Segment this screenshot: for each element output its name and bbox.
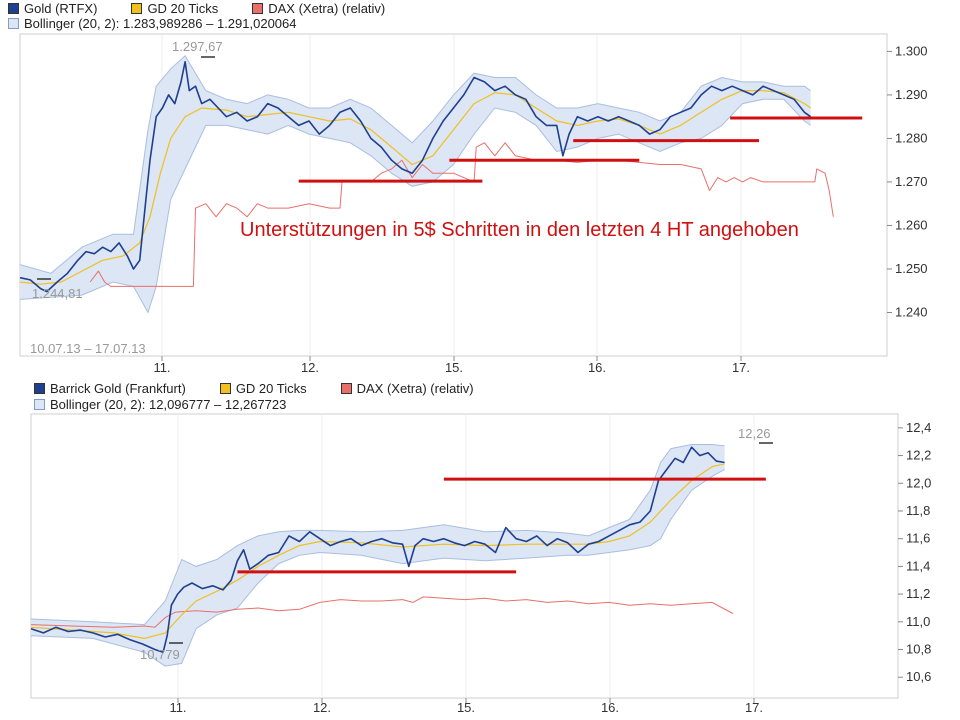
dax-series-line (89, 142, 834, 287)
legend-item: GD 20 Ticks (131, 1, 218, 16)
y-tick-label: 12,2 (906, 448, 931, 463)
x-tick-label: 11. (169, 700, 186, 715)
legend-swatch (34, 399, 45, 410)
y-tick-label: 1.300 (895, 43, 928, 58)
x-tick-label: 12. (313, 700, 331, 715)
legend-label: Gold (RTFX) (24, 1, 98, 16)
min-value-label: 1.244,81 (32, 286, 83, 301)
x-tick-label: 11. (153, 360, 170, 375)
legend-swatch (340, 383, 352, 394)
legend-label: DAX (Xetra) (relativ) (356, 381, 474, 396)
x-tick-label: 17. (745, 700, 763, 715)
bottom-legend-row-1: Barrick Gold (Frankfurt) GD 20 Ticks DAX… (34, 381, 508, 396)
y-tick-label: 1.290 (895, 87, 928, 102)
y-tick-label: 11,0 (906, 614, 930, 629)
bollinger-label: Bollinger (20, 2): 12,096777 – 12,267723 (50, 397, 287, 412)
y-tick-label: 11,6 (906, 531, 930, 546)
legend-label: GD 20 Ticks (235, 381, 307, 396)
y-tick-label: 10,8 (906, 642, 931, 657)
x-tick-label: 15. (445, 360, 463, 375)
legend-item: DAX (Xetra) (relativ) (340, 381, 474, 396)
legend-swatch (219, 383, 231, 394)
moving-average-line (19, 89, 811, 285)
y-tick-label: 11,8 (906, 503, 930, 518)
y-tick-label: 1.250 (895, 261, 928, 276)
y-tick-label: 12,4 (906, 420, 931, 435)
y-tick-label: 12,0 (906, 475, 931, 490)
date-range-label: 10.07.13 – 17.07.13 (30, 341, 146, 356)
legend-swatch (34, 383, 45, 394)
y-tick-label: 1.260 (895, 217, 928, 232)
y-tick-label: 1.240 (895, 304, 928, 319)
bollinger-lower-line (30, 468, 725, 667)
x-tick-label: 16. (601, 700, 619, 715)
y-tick-label: 11,2 (906, 586, 930, 601)
legend-swatch (8, 3, 19, 14)
y-tick-label: 1.270 (895, 174, 928, 189)
legend-item: GD 20 Ticks (219, 381, 307, 396)
legend-item: Gold (RTFX) (8, 1, 97, 16)
x-tick-label: 17. (732, 360, 750, 375)
price-series-line (30, 446, 725, 654)
legend-label: GD 20 Ticks (147, 1, 219, 16)
max-value-label: 1.297,67 (172, 39, 223, 54)
y-tick-label: 10,6 (906, 669, 931, 684)
max-value-label: 12,26 (738, 426, 771, 441)
bollinger-upper-line (19, 55, 811, 274)
bollinger-band (31, 444, 725, 667)
legend-swatch (131, 3, 143, 14)
y-tick-label: 1.280 (895, 130, 928, 145)
bollinger-label: Bollinger (20, 2): 1.283,989286 – 1.291,… (24, 16, 297, 31)
x-tick-label: 16. (588, 360, 606, 375)
legend-item: Barrick Gold (Frankfurt) (34, 381, 186, 396)
legend-swatch (252, 3, 264, 14)
annotation-text: Unterstützungen in 5$ Schritten in den l… (240, 219, 799, 241)
legend-label: DAX (Xetra) (relativ) (268, 1, 386, 16)
min-value-label: 10,779 (140, 647, 180, 662)
x-tick-label: 15. (457, 700, 475, 715)
legend-label: Barrick Gold (Frankfurt) (50, 381, 186, 396)
x-tick-label: 12. (301, 360, 319, 375)
legend-item: DAX (Xetra) (relativ) (252, 1, 385, 16)
top-legend-row-1: Gold (RTFX) GD 20 Ticks DAX (Xetra) (rel… (8, 1, 419, 16)
price-series-line (19, 60, 812, 293)
y-tick-label: 11,4 (906, 558, 930, 573)
bottom-legend-row-2: Bollinger (20, 2): 12,096777 – 12,267723 (34, 397, 286, 412)
bollinger-upper-line (30, 444, 725, 626)
dax-series-line (30, 596, 734, 628)
moving-average-line (30, 463, 725, 640)
top-legend-row-2: Bollinger (20, 2): 1.283,989286 – 1.291,… (8, 16, 297, 31)
legend-swatch (8, 18, 19, 29)
